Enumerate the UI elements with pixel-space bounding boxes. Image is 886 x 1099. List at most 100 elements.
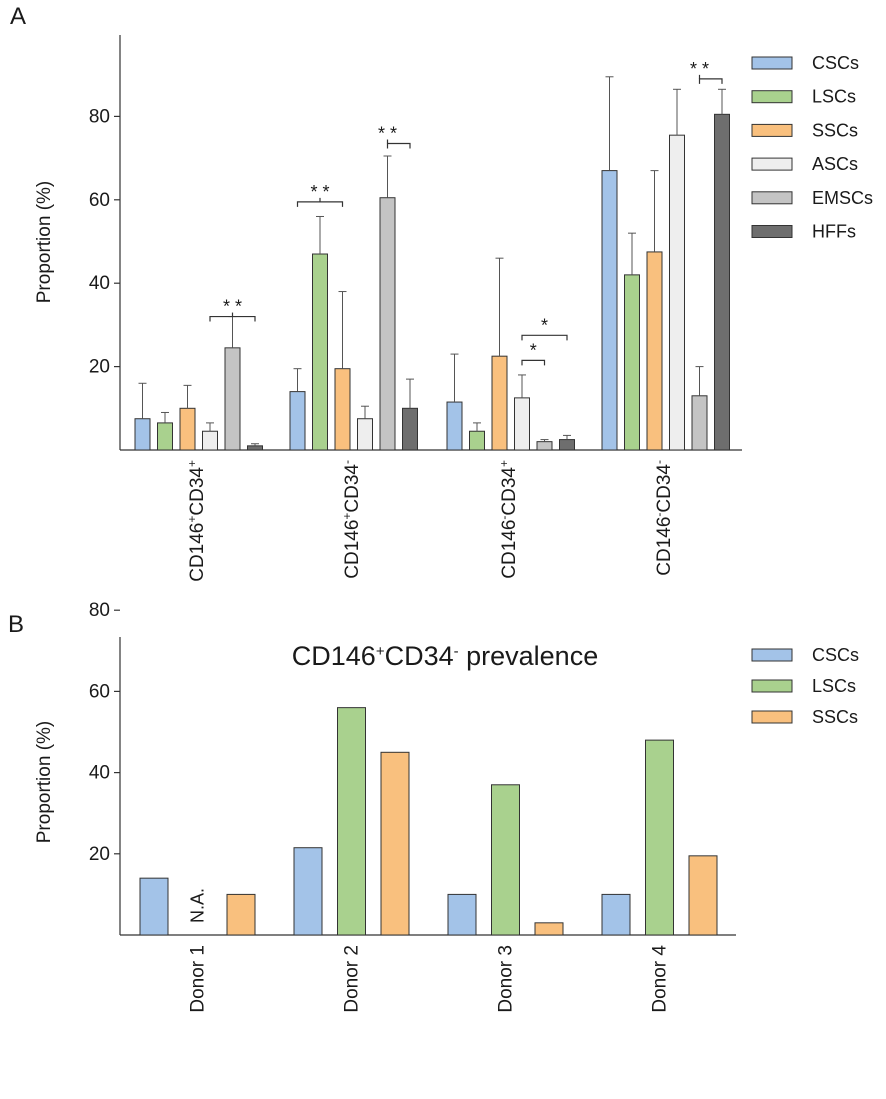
panel-a-bars bbox=[134, 76, 730, 451]
category-label-superscript: - bbox=[497, 516, 511, 520]
bar-HFFs-2 bbox=[559, 439, 575, 451]
bar-CSCs-0 bbox=[139, 877, 169, 936]
bar-LSCs-1 bbox=[312, 253, 328, 451]
category-label-part: CD146 bbox=[187, 523, 208, 582]
legend-label-LSCs: LSCs bbox=[812, 676, 856, 696]
category-label-part: CD146 bbox=[342, 520, 363, 579]
category-label-part: CD146 bbox=[499, 520, 520, 579]
legend-label-LSCs: LSCs bbox=[812, 87, 856, 107]
bar-HFFs-0 bbox=[247, 445, 263, 451]
significance-bracket bbox=[521, 359, 546, 366]
legend-swatch-LSCs bbox=[751, 679, 793, 693]
category-label-superscript: + bbox=[185, 516, 199, 523]
category-label-superscript: + bbox=[497, 460, 511, 467]
bar-SSCs-1 bbox=[334, 368, 351, 451]
bar-LSCs-3 bbox=[645, 739, 674, 936]
bar-ASCs-1 bbox=[357, 418, 373, 451]
bar-CSCs-0 bbox=[134, 418, 151, 451]
legend-label-CSCs: CSCs bbox=[812, 645, 859, 665]
title-superscript-2: - bbox=[454, 643, 459, 660]
category-label: CD146+CD34+ bbox=[185, 460, 208, 582]
significance-bracket bbox=[296, 201, 344, 207]
category-label-part: CD34 bbox=[654, 464, 675, 513]
category-label: Donor 2 bbox=[342, 945, 363, 1013]
category-label-superscript: - bbox=[652, 460, 666, 464]
bar-SSCs-1 bbox=[380, 751, 410, 936]
category-label-superscript: + bbox=[185, 460, 199, 467]
bar-LSCs-3 bbox=[624, 274, 640, 451]
legend-label-CSCs: CSCs bbox=[812, 53, 859, 73]
category-label-superscript: - bbox=[340, 460, 354, 464]
panel-a-significance: * * * * * * ** * * bbox=[209, 59, 723, 366]
panel-b-bars: N.A. bbox=[139, 707, 718, 936]
category-label-superscript: + bbox=[340, 513, 354, 520]
legend-swatch-SSCs bbox=[751, 123, 793, 137]
bar-EMSCs-2 bbox=[536, 441, 553, 451]
title-part-1: CD146 bbox=[292, 641, 376, 671]
bar-CSCs-1 bbox=[289, 391, 306, 451]
significance-label: * bbox=[530, 340, 537, 360]
y-tick-label: 80 bbox=[89, 600, 110, 621]
significance-bracket bbox=[386, 142, 411, 149]
legend-label-SSCs: SSCs bbox=[812, 120, 858, 140]
bar-SSCs-0 bbox=[179, 407, 196, 451]
legend-label-SSCs: SSCs bbox=[812, 707, 858, 727]
bar-SSCs-3 bbox=[688, 855, 718, 936]
category-label-part: CD34 bbox=[499, 467, 520, 516]
bar-ASCs-3 bbox=[669, 134, 685, 451]
bar-EMSCs-0 bbox=[224, 347, 241, 451]
y-tick-label: 20 bbox=[89, 844, 110, 865]
significance-label: * * bbox=[378, 124, 397, 144]
y-tick-label: 20 bbox=[89, 357, 110, 378]
legend-label-ASCs: ASCs bbox=[812, 154, 858, 174]
y-tick-label: 40 bbox=[89, 763, 110, 784]
y-tick-label: 60 bbox=[89, 190, 110, 211]
panel-b-label: B bbox=[8, 611, 24, 638]
panel-a-legend: CSCs LSCs SSCs ASCs EMSCs HFFs bbox=[751, 53, 873, 242]
bar-SSCs-0 bbox=[226, 893, 256, 936]
category-label: CD146-CD34- bbox=[652, 460, 675, 576]
panel-a-label: A bbox=[10, 3, 26, 30]
panel-b-y-axis-label: Proportion (%) bbox=[34, 721, 55, 844]
bar-LSCs-0 bbox=[157, 422, 173, 451]
significance-label: * * bbox=[223, 297, 242, 317]
bar-LSCs-1 bbox=[337, 707, 366, 936]
title-part-2: CD34 bbox=[385, 641, 454, 671]
panel-a-category-labels: CD146+CD34+CD146+CD34-CD146-CD34+CD146-C… bbox=[185, 460, 675, 582]
legend-swatch-SSCs bbox=[751, 710, 793, 724]
panel-b-y-ticks: 20 40 60 80 bbox=[89, 600, 120, 865]
title-part-3: prevalence bbox=[459, 641, 599, 671]
bar-HFFs-1 bbox=[402, 407, 418, 451]
panel-b-title: CD146+CD34- prevalence bbox=[292, 641, 598, 671]
bar-CSCs-3 bbox=[601, 893, 631, 936]
y-tick-label: 40 bbox=[89, 273, 110, 294]
significance-bracket bbox=[698, 78, 723, 84]
bar-SSCs-3 bbox=[646, 251, 663, 451]
legend-swatch-CSCs bbox=[751, 648, 793, 662]
significance-bracket bbox=[521, 334, 568, 341]
bar-EMSCs-3 bbox=[691, 395, 708, 451]
bar-LSCs-2 bbox=[469, 430, 485, 451]
panel-a-y-ticks: 20 40 60 80 bbox=[89, 106, 120, 378]
panel-a-y-axis-label: Proportion (%) bbox=[34, 181, 55, 304]
significance-label: * bbox=[541, 315, 548, 335]
category-label: Donor 3 bbox=[496, 945, 517, 1013]
legend-swatch-ASCs bbox=[751, 157, 793, 171]
legend-swatch-HFFs bbox=[751, 225, 793, 238]
panel-b-category-labels: Donor 1 Donor 2 Donor 3 Donor 4 bbox=[188, 945, 671, 1013]
bar-CSCs-1 bbox=[293, 847, 323, 936]
bar-SSCs-2 bbox=[534, 922, 564, 936]
bar-ASCs-2 bbox=[514, 397, 530, 451]
significance-label: * * bbox=[310, 182, 329, 202]
bar-EMSCs-1 bbox=[379, 197, 396, 451]
legend-swatch-CSCs bbox=[751, 56, 793, 70]
bar-CSCs-3 bbox=[601, 170, 618, 451]
y-tick-label: 80 bbox=[89, 106, 110, 127]
category-label: Donor 4 bbox=[650, 945, 671, 1013]
category-label: CD146-CD34+ bbox=[497, 460, 520, 579]
category-label-superscript: - bbox=[652, 513, 666, 517]
bar-HFFs-3 bbox=[714, 113, 730, 451]
bar-CSCs-2 bbox=[446, 401, 463, 451]
title-superscript-1: + bbox=[376, 643, 385, 660]
